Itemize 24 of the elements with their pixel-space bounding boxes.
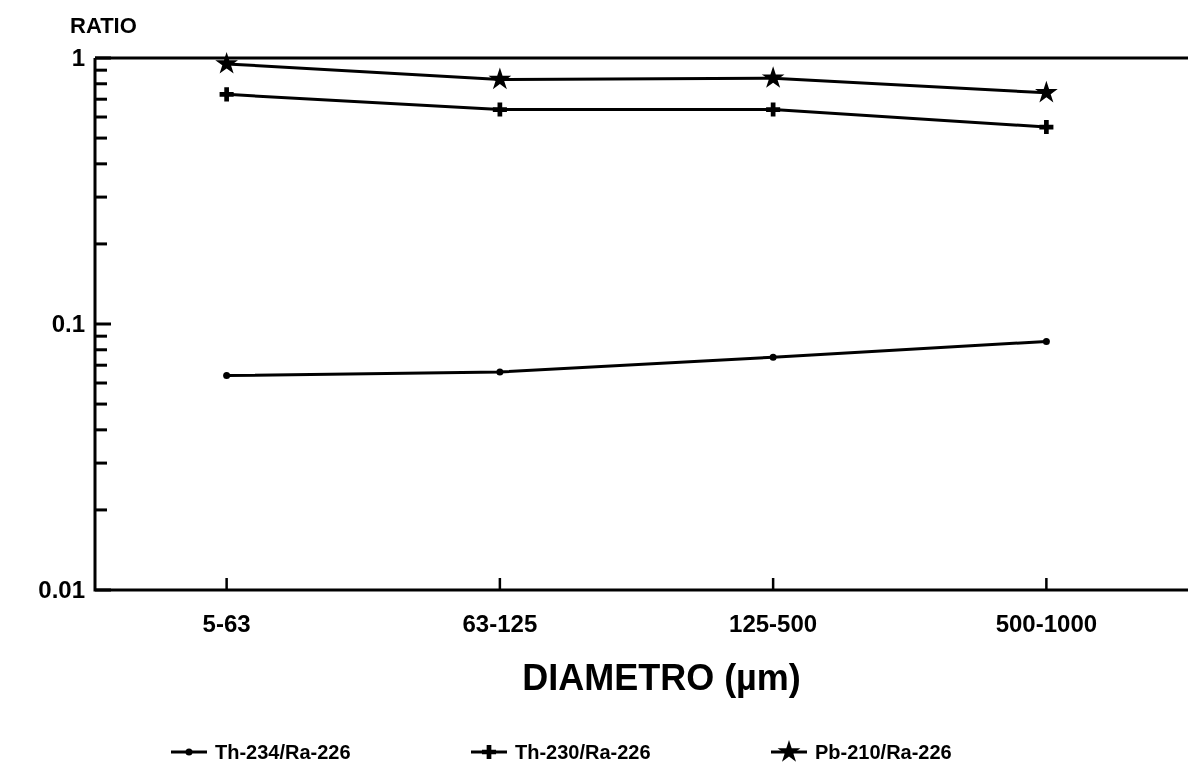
x-axis-title: DIAMETRO (µm) [522, 657, 801, 698]
point [1042, 337, 1050, 345]
x-tick-label: 63-125 [462, 610, 538, 637]
x-tick-label: 5-63 [202, 610, 251, 637]
point [766, 102, 781, 117]
x-tick-label: 500-1000 [995, 610, 1098, 637]
point [769, 353, 777, 361]
point [1035, 80, 1058, 103]
point [761, 66, 785, 88]
point [492, 102, 507, 117]
y-tick-label: 1 [71, 44, 85, 72]
y-axis-title: RATIO [70, 13, 137, 38]
point [219, 87, 234, 102]
x-tick-label: 125-500 [729, 610, 818, 637]
y-tick-label: 0.1 [51, 310, 85, 338]
point [1039, 120, 1054, 135]
legend-label: Th-234/Ra-226 [215, 741, 351, 763]
point [488, 67, 512, 90]
y-tick-label: 0.01 [38, 576, 85, 604]
legend-label: Th-230/Ra-226 [515, 741, 651, 763]
point [223, 372, 231, 380]
point [496, 368, 504, 376]
legend-label: Pb-210/Ra-226 [815, 741, 952, 763]
point [215, 51, 238, 74]
